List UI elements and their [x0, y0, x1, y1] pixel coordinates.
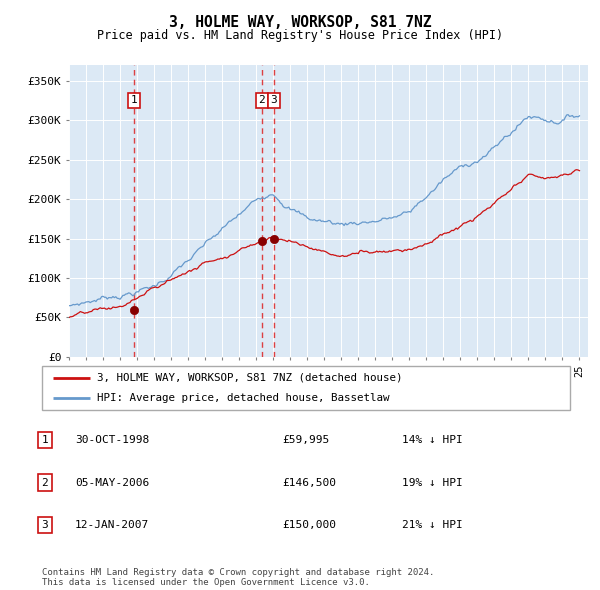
Text: Price paid vs. HM Land Registry's House Price Index (HPI): Price paid vs. HM Land Registry's House …	[97, 30, 503, 42]
Text: 3: 3	[41, 520, 49, 530]
Text: £59,995: £59,995	[282, 435, 329, 445]
Text: 30-OCT-1998: 30-OCT-1998	[75, 435, 149, 445]
Text: 2: 2	[259, 96, 265, 106]
Text: £150,000: £150,000	[282, 520, 336, 530]
Text: 3, HOLME WAY, WORKSOP, S81 7NZ: 3, HOLME WAY, WORKSOP, S81 7NZ	[169, 15, 431, 30]
FancyBboxPatch shape	[42, 366, 570, 410]
Text: 1: 1	[131, 96, 137, 106]
Text: 2: 2	[41, 478, 49, 487]
Text: 19% ↓ HPI: 19% ↓ HPI	[402, 478, 463, 487]
Text: £146,500: £146,500	[282, 478, 336, 487]
Text: Contains HM Land Registry data © Crown copyright and database right 2024.
This d: Contains HM Land Registry data © Crown c…	[42, 568, 434, 587]
Text: HPI: Average price, detached house, Bassetlaw: HPI: Average price, detached house, Bass…	[97, 393, 390, 403]
Text: 3: 3	[271, 96, 277, 106]
Text: 05-MAY-2006: 05-MAY-2006	[75, 478, 149, 487]
Text: 14% ↓ HPI: 14% ↓ HPI	[402, 435, 463, 445]
Text: 12-JAN-2007: 12-JAN-2007	[75, 520, 149, 530]
Text: 3, HOLME WAY, WORKSOP, S81 7NZ (detached house): 3, HOLME WAY, WORKSOP, S81 7NZ (detached…	[97, 373, 403, 383]
Text: 1: 1	[41, 435, 49, 445]
Text: 21% ↓ HPI: 21% ↓ HPI	[402, 520, 463, 530]
